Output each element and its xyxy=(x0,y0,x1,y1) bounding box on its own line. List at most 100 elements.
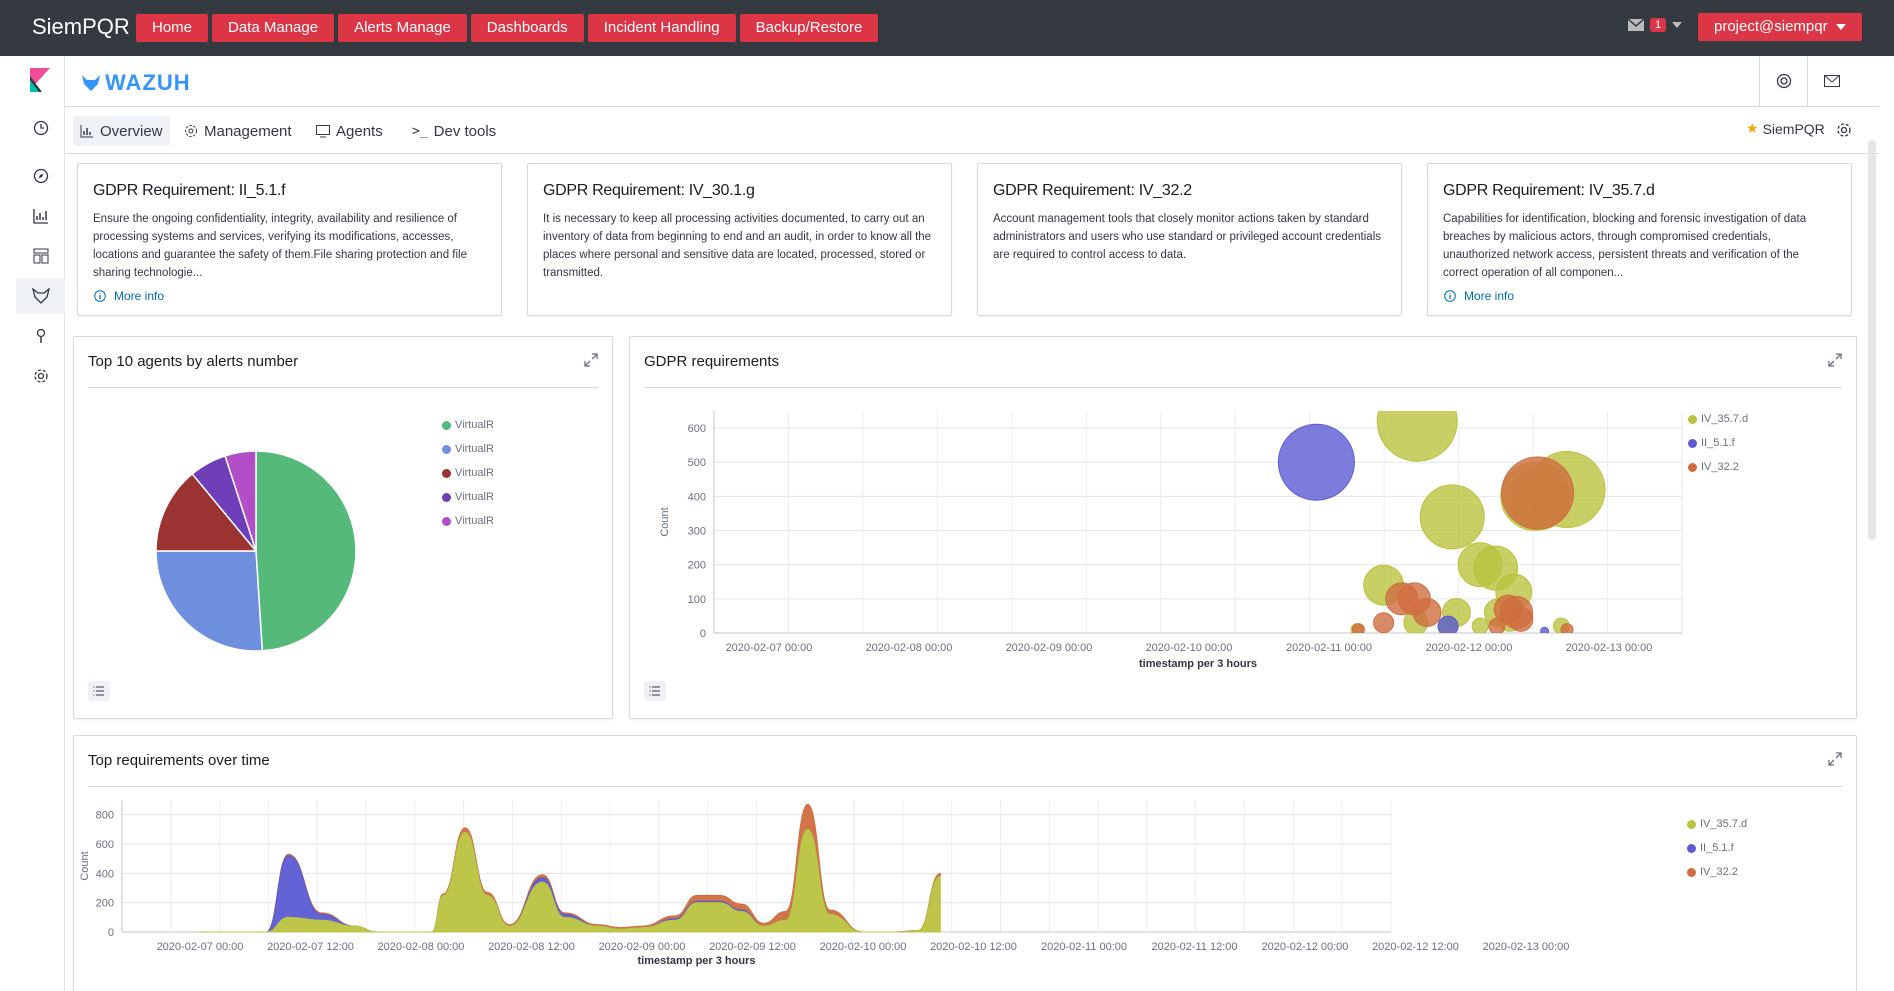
x-tick-label: 2020-02-09 00:00 xyxy=(1006,642,1093,654)
gear-icon xyxy=(185,125,197,137)
mail-icon[interactable] xyxy=(1807,56,1855,106)
toggle-legend-button[interactable] xyxy=(88,681,110,701)
y-tick-label: 800 xyxy=(96,810,114,822)
legend-label: VirtualR xyxy=(455,443,494,455)
pie-slice xyxy=(155,550,264,652)
bubble-point xyxy=(1560,623,1574,633)
brand-logo[interactable]: SiemPQR xyxy=(32,14,130,39)
legend-label: II_5.1.f xyxy=(1701,437,1735,449)
wazuh-logo[interactable]: WAZUH xyxy=(81,70,191,96)
dashboard-icon[interactable] xyxy=(16,238,65,274)
bubble-point xyxy=(1376,411,1458,462)
legend-label: VirtualR xyxy=(455,467,494,479)
nav-dashboards-button[interactable]: Dashboards xyxy=(470,14,584,42)
kibana-logo-icon[interactable] xyxy=(30,68,50,92)
user-email: project@siempqr xyxy=(1714,18,1828,35)
bubble-point xyxy=(1419,484,1485,550)
chevron-down-icon xyxy=(1835,24,1846,30)
legend-item[interactable]: IV_32.2 xyxy=(1688,455,1748,479)
legend-item[interactable]: VirtualR xyxy=(442,509,494,533)
user-menu-button[interactable]: project@siempqr xyxy=(1698,13,1862,41)
legend-item[interactable]: VirtualR xyxy=(442,485,494,509)
favorite-label: SiemPQR xyxy=(1762,120,1825,137)
bubbles xyxy=(1277,411,1606,633)
settings-gear-icon[interactable] xyxy=(1836,122,1852,143)
card-title: GDPR Requirement: II_5.1.f xyxy=(93,182,286,199)
legend-item[interactable]: VirtualR xyxy=(442,461,494,485)
x-tick-label: 2020-02-10 00:00 xyxy=(820,941,907,953)
x-tick-label: 2020-02-08 00:00 xyxy=(866,642,953,654)
y-tick-label: 600 xyxy=(96,839,114,851)
legend-item[interactable]: VirtualR xyxy=(442,437,494,461)
star-icon: ★ xyxy=(1746,120,1759,136)
y-tick-label: 600 xyxy=(688,423,706,435)
management-gear-icon[interactable] xyxy=(16,358,65,394)
more-info-link[interactable]: More info xyxy=(1444,289,1514,303)
y-tick-label: 400 xyxy=(96,868,114,880)
legend-item[interactable]: II_5.1.f xyxy=(1688,431,1748,455)
x-axis-title: timestamp per 3 hours xyxy=(638,955,756,967)
x-tick-label: 2020-02-09 12:00 xyxy=(709,941,796,953)
tab-management[interactable]: Management xyxy=(177,116,299,146)
legend-dot xyxy=(1688,414,1697,424)
chevron-down-icon xyxy=(1672,22,1683,28)
requirement-card: GDPR Requirement: IV_35.7.d Capabilities… xyxy=(1427,163,1852,316)
legend-item[interactable]: IV_35.7.d xyxy=(1688,407,1748,431)
toggle-legend-button[interactable] xyxy=(644,681,666,701)
wazuh-wolf-icon xyxy=(82,75,100,91)
nav-alerts-manage-button[interactable]: Alerts Manage xyxy=(338,14,467,42)
y-tick-label: 200 xyxy=(688,560,706,572)
tab-agents[interactable]: Agents xyxy=(309,116,390,146)
wazuh-tabs-bar: Overview Management Agents >_ Dev tools … xyxy=(65,108,1879,154)
legend-label: IV_32.2 xyxy=(1701,461,1739,473)
pie-slice xyxy=(155,472,258,552)
more-info-label: More info xyxy=(114,289,165,303)
nav-data-manage-button[interactable]: Data Manage xyxy=(212,14,335,42)
expand-icon[interactable] xyxy=(1828,353,1842,367)
gdpr-requirements-panel: GDPR requirements 0 100 200 300 400 500 600 202… xyxy=(629,336,1857,719)
legend-item[interactable]: II_5.1.f xyxy=(1687,836,1747,860)
recent-clock-icon[interactable] xyxy=(16,110,65,146)
page-scrollbar[interactable] xyxy=(1868,140,1876,540)
bubble-chart: 0 100 200 300 400 500 600 2020-02-07 00:00 2020-… xyxy=(659,411,1683,670)
y-tick-label: 0 xyxy=(700,628,706,640)
card-description: Capabilities for identification, blockin… xyxy=(1443,213,1807,279)
wazuh-wolf-icon[interactable] xyxy=(16,278,65,314)
more-info-link[interactable]: More info xyxy=(94,289,164,303)
pie-chart xyxy=(155,450,357,652)
y-tick-label: 500 xyxy=(688,457,706,469)
legend-dot xyxy=(1688,462,1697,472)
area-chart: 0 200 400 600 800 2020-02-07 00:00 2020-02-07 … xyxy=(79,800,1569,967)
chart-icon xyxy=(80,125,93,138)
x-tick-label: 2020-02-08 12:00 xyxy=(488,941,575,953)
tab-label: Agents xyxy=(336,122,383,140)
expand-icon[interactable] xyxy=(1828,752,1842,766)
legend-item[interactable]: VirtualR xyxy=(442,413,494,437)
messages-dropdown[interactable]: 1 xyxy=(1628,18,1683,32)
info-icon xyxy=(1444,290,1456,302)
legend-dot xyxy=(442,492,451,502)
legend-item[interactable]: IV_35.7.d xyxy=(1687,812,1747,836)
legend-item[interactable]: IV_32.2 xyxy=(1687,860,1747,884)
legend-label: VirtualR xyxy=(455,419,494,431)
bubble-point xyxy=(1471,617,1489,633)
bubble-legend: IV_35.7.d II_5.1.f IV_32.2 xyxy=(1688,407,1748,479)
x-tick-label: 2020-02-12 00:00 xyxy=(1426,642,1513,654)
visualize-chart-icon[interactable] xyxy=(16,198,65,234)
x-tick-label: 2020-02-12 00:00 xyxy=(1262,941,1349,953)
favorite-api-selector[interactable]: ★ SiemPQR xyxy=(1746,120,1825,137)
bubble-point xyxy=(1351,623,1365,633)
bubble-point xyxy=(1501,456,1575,530)
tab-overview[interactable]: Overview xyxy=(73,116,170,146)
discover-compass-icon[interactable] xyxy=(16,158,65,194)
nav-home-button[interactable]: Home xyxy=(136,14,209,42)
legend-label: VirtualR xyxy=(455,515,494,527)
nav-backup-restore-button[interactable]: Backup/Restore xyxy=(739,14,879,42)
dev-tools-wrench-icon[interactable] xyxy=(16,318,65,354)
tab-dev-tools[interactable]: >_ Dev tools xyxy=(405,116,503,146)
x-axis-title: timestamp per 3 hours xyxy=(1139,658,1257,670)
expand-icon[interactable] xyxy=(584,353,598,367)
x-tick-label: 2020-02-09 00:00 xyxy=(599,941,686,953)
nav-incident-handling-button[interactable]: Incident Handling xyxy=(587,14,736,42)
help-lifebuoy-icon[interactable] xyxy=(1759,56,1807,106)
